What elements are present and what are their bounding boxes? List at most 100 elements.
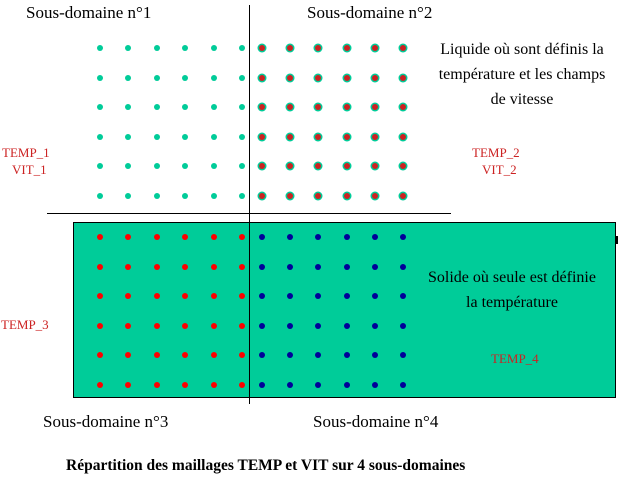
sd4-node — [259, 234, 265, 240]
sd3-node — [210, 352, 217, 359]
sd3-node — [97, 234, 103, 240]
sd2-node — [315, 74, 322, 81]
liquid-description: Liquide où sont définis la température e… — [438, 41, 606, 108]
sd3-node — [182, 382, 189, 388]
sd2-node — [371, 193, 378, 199]
sd3-node — [210, 382, 217, 388]
sd2-node — [371, 133, 378, 140]
sd3-node — [97, 382, 103, 388]
sd1-node — [153, 133, 160, 140]
sd4-node — [287, 352, 294, 359]
sd4-node — [315, 293, 322, 300]
sd2-node — [400, 163, 406, 170]
sd4-node — [371, 352, 378, 359]
sd1-node — [153, 45, 160, 51]
sd2-node — [287, 74, 294, 81]
solid-edge-tick — [616, 236, 618, 244]
sd2-node — [259, 74, 265, 81]
sd3-node — [239, 322, 245, 329]
sd4-node — [259, 322, 265, 329]
sd4-node — [343, 234, 350, 240]
sd2-node — [315, 133, 322, 140]
sd1-node — [125, 133, 132, 140]
sd1-node — [125, 163, 132, 170]
sd1-node — [97, 193, 103, 199]
sd2-node — [400, 193, 406, 199]
sd4-node — [315, 382, 322, 388]
sd4-node — [259, 382, 265, 388]
sd4-node — [400, 352, 406, 359]
sd1-node — [153, 104, 160, 111]
sd1-node — [182, 104, 189, 111]
sd4-node — [287, 293, 294, 300]
sd1-node — [239, 45, 245, 51]
diagram-caption: Répartition des maillages TEMP et VIT su… — [66, 457, 466, 474]
sd2-node — [343, 45, 350, 51]
solid-description: Solide où seule est définie la températu… — [428, 269, 596, 311]
sd3-node — [239, 234, 245, 240]
sd2-node — [400, 74, 406, 81]
sd4-node — [287, 382, 294, 388]
sd1-node — [125, 104, 132, 111]
sd1-node — [153, 163, 160, 170]
sd2-node — [287, 163, 294, 170]
sd2-node — [371, 104, 378, 111]
sd1-node — [182, 133, 189, 140]
sd2-node — [400, 133, 406, 140]
sd1-node — [239, 74, 245, 81]
sd1-node — [239, 133, 245, 140]
subdomain-3-label: Sous-domaine n°3 — [43, 412, 169, 431]
sd3-node — [210, 263, 217, 270]
subdomain-1-label: Sous-domaine n°1 — [26, 3, 152, 22]
sd2-node — [287, 133, 294, 140]
sd3-node — [97, 293, 103, 300]
sd4-node — [371, 293, 378, 300]
sd4-node — [400, 234, 406, 240]
sd1-node — [97, 163, 103, 170]
sd1-node — [210, 104, 217, 111]
sd4-node — [287, 263, 294, 270]
sd3-node — [210, 234, 217, 240]
sd3-node — [239, 352, 245, 359]
sd3-node — [125, 352, 132, 359]
sd4-node — [343, 352, 350, 359]
sd4-node — [400, 293, 406, 300]
sd3-node — [125, 234, 132, 240]
sd1-node — [97, 45, 103, 51]
sd2-node — [343, 133, 350, 140]
sd2-node — [371, 45, 378, 51]
sd3-node — [125, 382, 132, 388]
sd4-node — [259, 293, 265, 300]
sd3-node — [210, 293, 217, 300]
sd4-node — [371, 322, 378, 329]
sd4-node — [343, 382, 350, 388]
sd4-node — [343, 293, 350, 300]
sd3-temp-label: TEMP_3 — [1, 317, 49, 332]
sd2-node — [287, 193, 294, 199]
subdomain-2-label: Sous-domaine n°2 — [307, 3, 433, 22]
sd4-node — [400, 263, 406, 270]
sd3-node — [97, 322, 103, 329]
sd2-node — [343, 163, 350, 170]
sd2-node — [259, 133, 265, 140]
sd4-node — [259, 352, 265, 359]
sd4-node — [315, 234, 322, 240]
sd1-node — [210, 45, 217, 51]
sd3-node — [153, 352, 160, 359]
sd1-node — [125, 193, 132, 199]
sd3-node — [153, 234, 160, 240]
sd4-node — [259, 263, 265, 270]
sd1-vit-label: VIT_1 — [12, 162, 47, 177]
sd4-node — [400, 322, 406, 329]
sd4-node — [287, 322, 294, 329]
sd2-node — [400, 45, 406, 51]
sd1-node — [210, 163, 217, 170]
sd3-node — [210, 322, 217, 329]
solid-region — [73, 222, 616, 398]
sd3-node — [182, 234, 189, 240]
sd1-node — [125, 74, 132, 81]
sd1-node — [97, 104, 103, 111]
sd2-node — [315, 45, 322, 51]
sd3-node — [239, 382, 245, 388]
sd2-node — [259, 45, 265, 51]
